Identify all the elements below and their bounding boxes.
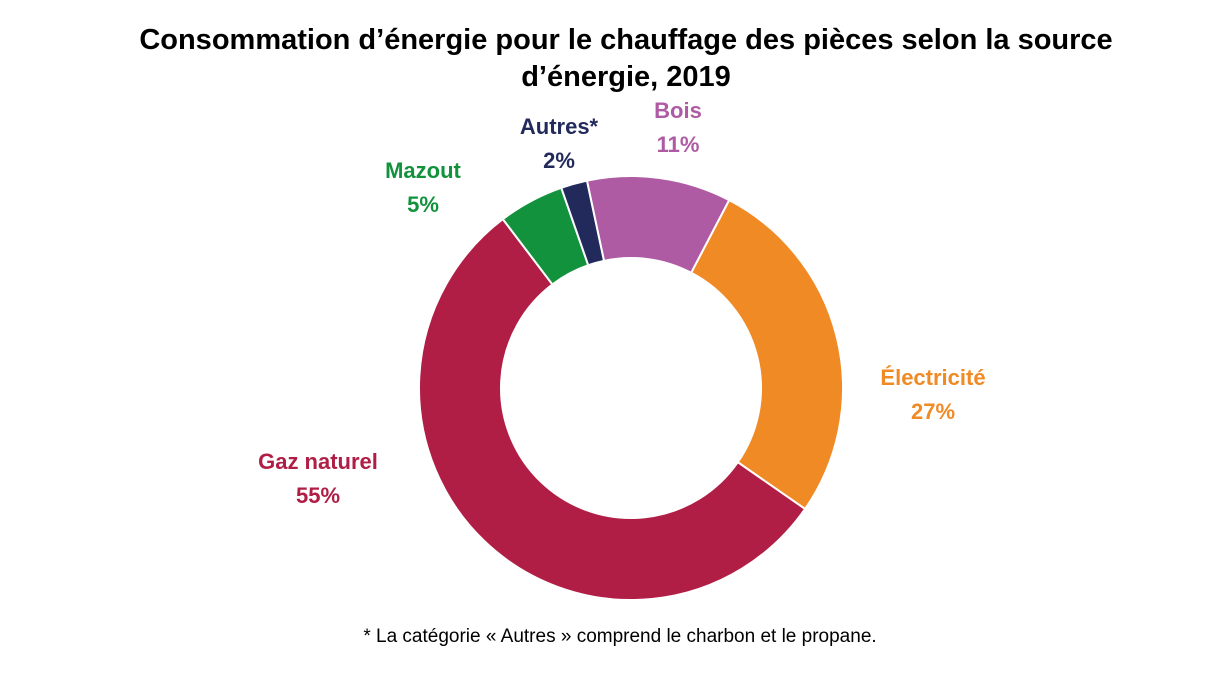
value-electricite: 27% bbox=[911, 399, 955, 424]
label-electricite: Électricité bbox=[880, 365, 985, 390]
slice-autres bbox=[560, 179, 606, 267]
slice-gaz-naturel bbox=[418, 217, 807, 602]
chart-title-line-2: d’énergie, 2019 bbox=[521, 61, 731, 93]
label-gaz-naturel: Gaz naturel bbox=[258, 449, 378, 474]
label-bois: Bois bbox=[654, 98, 702, 123]
value-mazout: 5% bbox=[407, 192, 439, 217]
chart-title: Consommation d’énergie pour le chauffage… bbox=[139, 24, 1112, 93]
chart-title-line-1: Consommation d’énergie pour le chauffage… bbox=[139, 24, 1112, 56]
donut-slices bbox=[418, 175, 844, 602]
slice-electricite bbox=[689, 198, 844, 511]
value-gaz-naturel: 55% bbox=[296, 483, 340, 508]
slice-labels: Bois 11% Électricité 27% Gaz naturel 55% Mazou… bbox=[258, 98, 985, 508]
label-autres: Autres* bbox=[520, 114, 599, 139]
label-mazout: Mazout bbox=[385, 158, 461, 183]
value-autres: 2% bbox=[543, 148, 575, 173]
footnote: * La catégorie « Autres » comprend le ch… bbox=[363, 626, 876, 647]
value-bois: 11% bbox=[657, 132, 700, 157]
